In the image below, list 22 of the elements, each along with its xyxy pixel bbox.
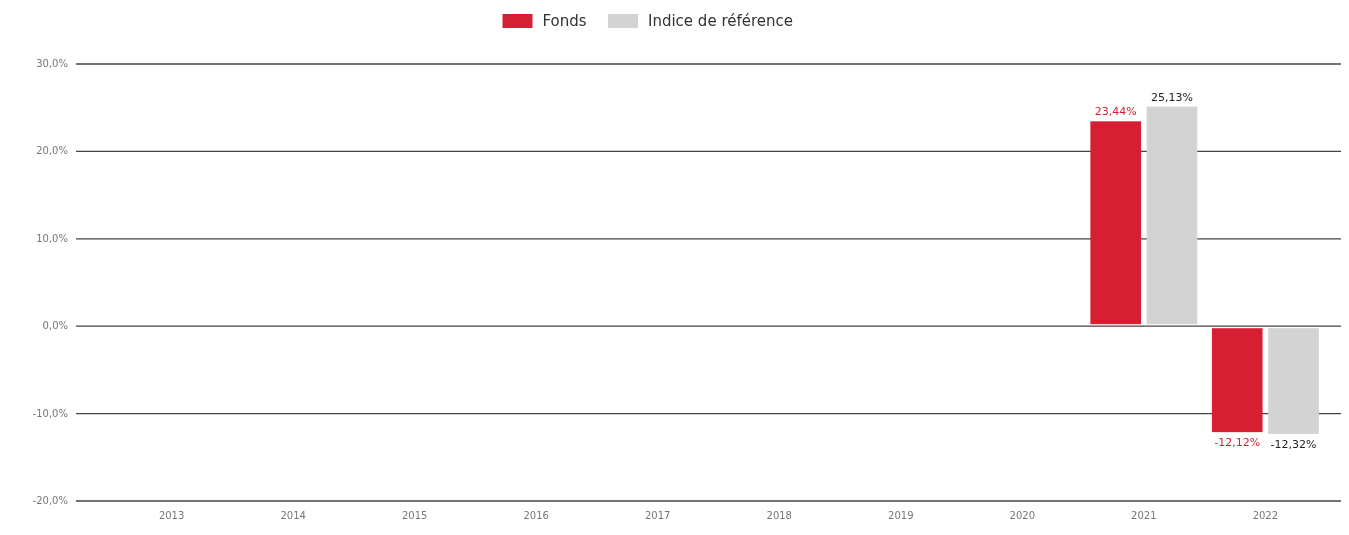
x-tick-label: 2017: [645, 510, 671, 521]
x-tick-label: 2014: [280, 510, 306, 521]
data-label: 23,44%: [1094, 105, 1137, 119]
data-label: -12,32%: [1270, 437, 1317, 451]
legend-label: Fonds: [542, 12, 587, 30]
x-tick-label: 2018: [766, 510, 792, 521]
x-tick-label: 2015: [401, 510, 428, 521]
y-tick-label: 30,0%: [36, 58, 68, 69]
y-tick-label: -20,0%: [32, 495, 68, 506]
x-tick-label: 2013: [158, 510, 185, 521]
y-tick-label: 20,0%: [36, 145, 68, 157]
x-tick-label: 2021: [1131, 510, 1157, 521]
x-tick-label: 2016: [523, 510, 549, 521]
data-label: -12,12%: [1214, 436, 1261, 450]
y-tick-label: 10,0%: [36, 232, 68, 244]
y-tick-label: 0,0%: [42, 320, 68, 332]
legend-label: Indice de référence: [648, 12, 794, 30]
data-label: 25,13%: [1151, 90, 1193, 104]
x-tick-label: 2022: [1252, 510, 1279, 521]
x-tick-label: 2019: [888, 510, 914, 521]
x-tick-label: 2020: [1009, 510, 1036, 521]
y-tick-label: -10,0%: [32, 407, 68, 419]
